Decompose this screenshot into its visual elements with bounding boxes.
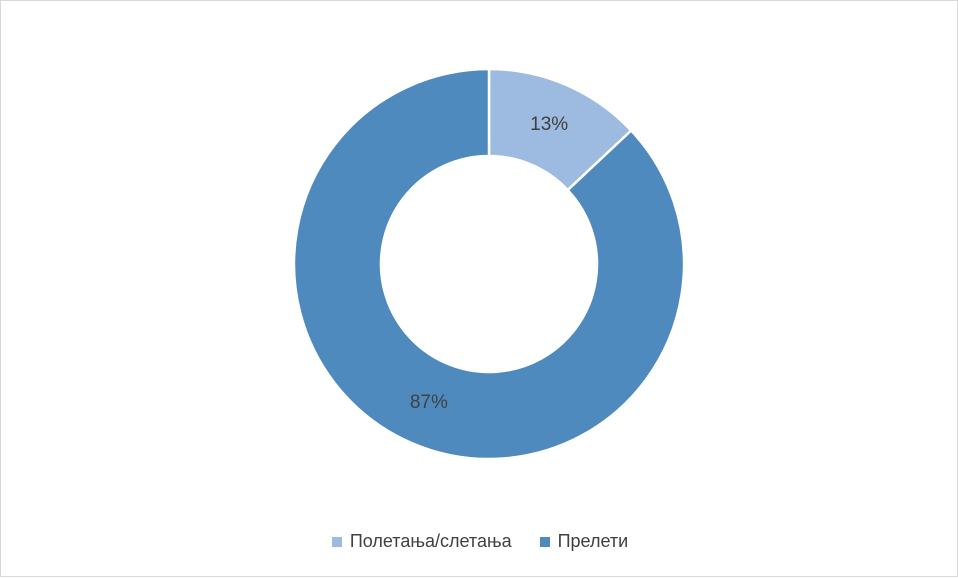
donut-slice-overflights — [292, 67, 686, 461]
legend: Полетања/слетања Прелети — [1, 531, 958, 552]
data-label-overflights: 87% — [410, 392, 448, 413]
legend-swatch-takeoffs-landings — [331, 536, 342, 547]
legend-swatch-overflights — [539, 536, 550, 547]
data-label-takeoffs-landings: 13% — [530, 114, 568, 135]
legend-item-overflights: Прелети — [539, 531, 629, 552]
legend-label-takeoffs-landings: Полетања/слетања — [349, 531, 512, 551]
legend-label-overflights: Прелети — [557, 531, 629, 551]
legend-item-takeoffs-landings: Полетања/слетања — [331, 531, 512, 552]
